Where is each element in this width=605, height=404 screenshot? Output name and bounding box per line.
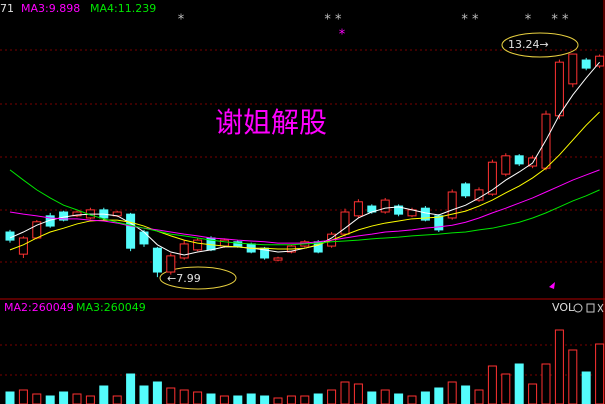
candle-body xyxy=(501,155,511,175)
volume-bar xyxy=(179,389,189,404)
volume-bar xyxy=(595,343,605,404)
volume-bar xyxy=(85,395,95,404)
volume-label: MA3:260049 xyxy=(76,301,146,314)
volume-bar xyxy=(72,393,82,404)
volume-bar xyxy=(233,395,243,404)
candle-body xyxy=(45,215,55,227)
volume-bar xyxy=(434,387,444,404)
arrow-icon xyxy=(549,282,555,289)
ma-line xyxy=(9,169,600,246)
marks xyxy=(5,53,605,404)
volume-bar xyxy=(99,385,109,404)
volume-bar xyxy=(59,391,69,404)
candle-body xyxy=(434,215,444,231)
volume-bar xyxy=(286,395,296,404)
volume-bar xyxy=(219,395,229,404)
candle-body xyxy=(340,211,350,235)
candle-body xyxy=(394,205,404,215)
candle-body xyxy=(233,241,243,247)
volume-bar xyxy=(447,381,457,404)
header-label: MA3:9.898 xyxy=(21,2,80,15)
star-mark: * * xyxy=(324,13,342,28)
candle-body xyxy=(595,55,605,67)
candle-body xyxy=(528,157,538,167)
star-mark: * * xyxy=(461,13,479,28)
toolbar-icons xyxy=(573,303,604,313)
candle-body xyxy=(554,61,564,117)
volume-bar xyxy=(367,391,377,404)
volume-bar xyxy=(260,395,270,404)
volume-bar xyxy=(407,395,417,404)
volume-bar xyxy=(514,363,524,404)
candle-body xyxy=(273,257,283,261)
candle-body xyxy=(179,243,189,259)
candle-body xyxy=(514,155,524,165)
volume-bar xyxy=(126,373,136,404)
annotation: ←7.99 xyxy=(167,272,201,285)
volume-bar xyxy=(541,363,551,404)
ma-line xyxy=(9,169,600,244)
volume-bar xyxy=(45,395,55,404)
volume-bar xyxy=(5,391,15,404)
star-mark: * * xyxy=(551,13,569,28)
volume-bar xyxy=(139,385,149,404)
candle-body xyxy=(353,201,363,217)
volume-bar xyxy=(461,385,471,404)
volume-bar xyxy=(394,393,404,404)
volume-bar xyxy=(18,389,28,404)
volume-bar xyxy=(380,389,390,404)
volume-bar xyxy=(474,389,484,404)
candle-body xyxy=(581,59,591,69)
volume-bar xyxy=(581,371,591,404)
candle-body xyxy=(5,231,15,241)
volume-bar xyxy=(206,393,216,404)
volume-bar xyxy=(152,381,162,404)
candle-body xyxy=(152,247,162,273)
star-mark: * xyxy=(339,28,346,43)
volume-bar xyxy=(246,393,256,404)
candle-body xyxy=(474,189,484,201)
annotation: 13.24→ xyxy=(508,38,549,51)
star-mark: * xyxy=(525,13,532,28)
volume-bar xyxy=(313,393,323,404)
candle-body xyxy=(126,213,136,249)
volume-bar xyxy=(193,391,203,404)
candle-body xyxy=(380,199,390,213)
volume-bar xyxy=(32,393,42,404)
volume-bar xyxy=(300,395,310,404)
volume-bar xyxy=(112,395,122,404)
volume-label: MA2:260049 xyxy=(4,301,74,314)
volume-bar xyxy=(327,389,337,404)
volume-bar xyxy=(166,387,176,404)
volume-bar xyxy=(554,329,564,404)
candle-body xyxy=(568,53,578,85)
candle-body xyxy=(420,207,430,221)
star-mark: * xyxy=(178,13,185,28)
candle-body xyxy=(487,161,497,195)
candle-body xyxy=(541,113,551,169)
volume-bar xyxy=(353,383,363,404)
candle-body xyxy=(447,191,457,219)
volume-bar xyxy=(528,383,538,404)
volume-bar xyxy=(340,381,350,404)
candle-body xyxy=(139,231,149,245)
volume-bar xyxy=(568,349,578,404)
annotation-ellipse xyxy=(159,266,237,290)
candle-body xyxy=(193,239,203,251)
candle-body xyxy=(72,211,82,217)
chart-title: 谢姐解股 xyxy=(215,106,327,139)
volume-bar xyxy=(487,365,497,404)
volume-bar xyxy=(273,397,283,404)
annotation-ellipse xyxy=(501,32,579,58)
header-label: 71 xyxy=(0,2,14,15)
header-label: MA4:11.239 xyxy=(90,2,156,15)
volume-bar xyxy=(420,391,430,404)
volume-title: VOL xyxy=(552,301,575,314)
candle-body xyxy=(166,255,176,273)
candle-body xyxy=(461,183,471,197)
volume-bar xyxy=(501,373,511,404)
